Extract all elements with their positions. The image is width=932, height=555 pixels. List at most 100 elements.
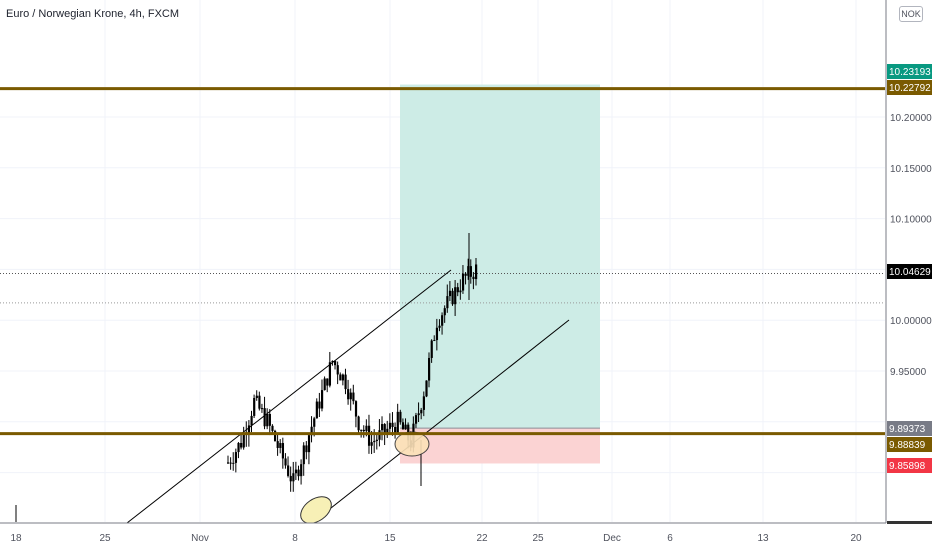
- candle-body: [253, 397, 256, 416]
- candle-body: [232, 462, 235, 464]
- candle-body: [300, 464, 303, 477]
- price-tick-label: 10.20000: [890, 113, 932, 124]
- candle-body: [461, 273, 465, 291]
- time-tick-label: 22: [476, 533, 488, 544]
- candle-body: [344, 374, 347, 390]
- entry-price-badge-bg: [887, 421, 932, 436]
- candle-body: [459, 290, 462, 293]
- candle-body: [281, 443, 285, 459]
- highlight-ellipse: [300, 496, 332, 524]
- candle-body: [448, 290, 452, 297]
- candle-body: [334, 360, 337, 366]
- take-profit-price-badge-bg: [887, 64, 932, 79]
- time-tick-label: 18: [10, 533, 22, 544]
- candle-body: [467, 266, 470, 276]
- candle-body: [428, 357, 431, 381]
- candle-body: [287, 465, 290, 476]
- candle-body: [352, 392, 355, 402]
- candle-body: [315, 401, 318, 419]
- support-price-badge: 9.88839: [889, 440, 926, 451]
- take-profit-zone: [400, 84, 600, 429]
- candle-body: [242, 432, 245, 448]
- candle-body: [263, 408, 266, 427]
- candle-body: [360, 429, 363, 431]
- candle-body: [420, 409, 423, 414]
- candle-body: [422, 396, 425, 410]
- candle-body: [307, 435, 311, 453]
- stop-loss-price-badge-bg: [887, 458, 932, 473]
- currency-badge[interactable]: NOK: [899, 6, 923, 22]
- time-tick-label: 20: [850, 533, 862, 544]
- candle-body: [464, 273, 467, 276]
- candle-body: [341, 374, 345, 381]
- candle-body: [339, 374, 342, 381]
- candle-body: [373, 440, 376, 443]
- candle-body: [456, 287, 459, 293]
- time-tick-label: 25: [532, 533, 544, 544]
- candle-body: [284, 458, 287, 466]
- time-tick-label: 13: [757, 533, 769, 544]
- candle-body: [438, 325, 441, 328]
- candle-body: [414, 415, 418, 424]
- candle-body: [370, 442, 373, 446]
- candle-body: [417, 413, 420, 416]
- candle-body: [394, 427, 397, 433]
- candle-body: [305, 445, 308, 453]
- candle-body: [399, 411, 402, 423]
- candle-body: [469, 266, 472, 277]
- candle-body: [357, 416, 360, 431]
- stop-loss-price-badge: 9.85898: [889, 461, 926, 472]
- time-tick-label: 15: [384, 533, 396, 544]
- candle-body: [443, 308, 446, 316]
- candle-body: [396, 411, 399, 433]
- candle-body: [255, 395, 258, 398]
- candle-body: [404, 424, 407, 430]
- candle-body: [391, 422, 394, 428]
- candle-body: [292, 473, 295, 482]
- candle-body: [336, 365, 339, 375]
- candle-body: [388, 422, 392, 429]
- candle-body: [446, 296, 449, 309]
- candle-body: [347, 389, 350, 400]
- price-tick-label: 10.00000: [890, 316, 932, 327]
- time-axis-background: [0, 523, 932, 550]
- candle-body: [475, 264, 478, 280]
- candle-body: [430, 340, 433, 358]
- price-tick-label: 10.10000: [890, 215, 932, 226]
- channel-lower-line: [311, 319, 570, 524]
- axis-corner-mark: [887, 521, 932, 524]
- candle-body: [318, 401, 321, 409]
- candle-body: [331, 360, 334, 363]
- channel-upper-line: [126, 269, 452, 524]
- candle-body: [320, 390, 324, 409]
- candle-body: [276, 441, 279, 448]
- candle-body: [234, 452, 238, 463]
- candle-body: [367, 425, 371, 446]
- candle-body: [328, 362, 332, 386]
- time-tick-label: 6: [667, 533, 673, 544]
- candle-body: [227, 462, 230, 464]
- candle-body: [268, 413, 271, 426]
- candle-body: [451, 290, 454, 305]
- candle-body: [433, 340, 436, 342]
- candle-body: [441, 315, 444, 326]
- resistance-price-badge-bg: [887, 80, 932, 95]
- candle-body: [401, 422, 405, 430]
- candle-body: [472, 276, 475, 280]
- candle-body: [310, 426, 313, 436]
- candle-body: [240, 442, 243, 448]
- candle-body: [229, 462, 232, 464]
- candle-body: [386, 428, 389, 434]
- candle-body: [297, 469, 300, 477]
- candle-body: [302, 445, 305, 465]
- candle-body: [454, 287, 457, 305]
- last-price-badge-bg: [887, 264, 932, 279]
- entry-price-badge: 9.89373: [889, 424, 926, 435]
- candle-body: [250, 415, 253, 426]
- take-profit-price-badge: 10.23193: [889, 67, 931, 78]
- time-tick-label: 8: [292, 533, 298, 544]
- candle-body: [349, 392, 352, 400]
- candle-body: [354, 401, 358, 417]
